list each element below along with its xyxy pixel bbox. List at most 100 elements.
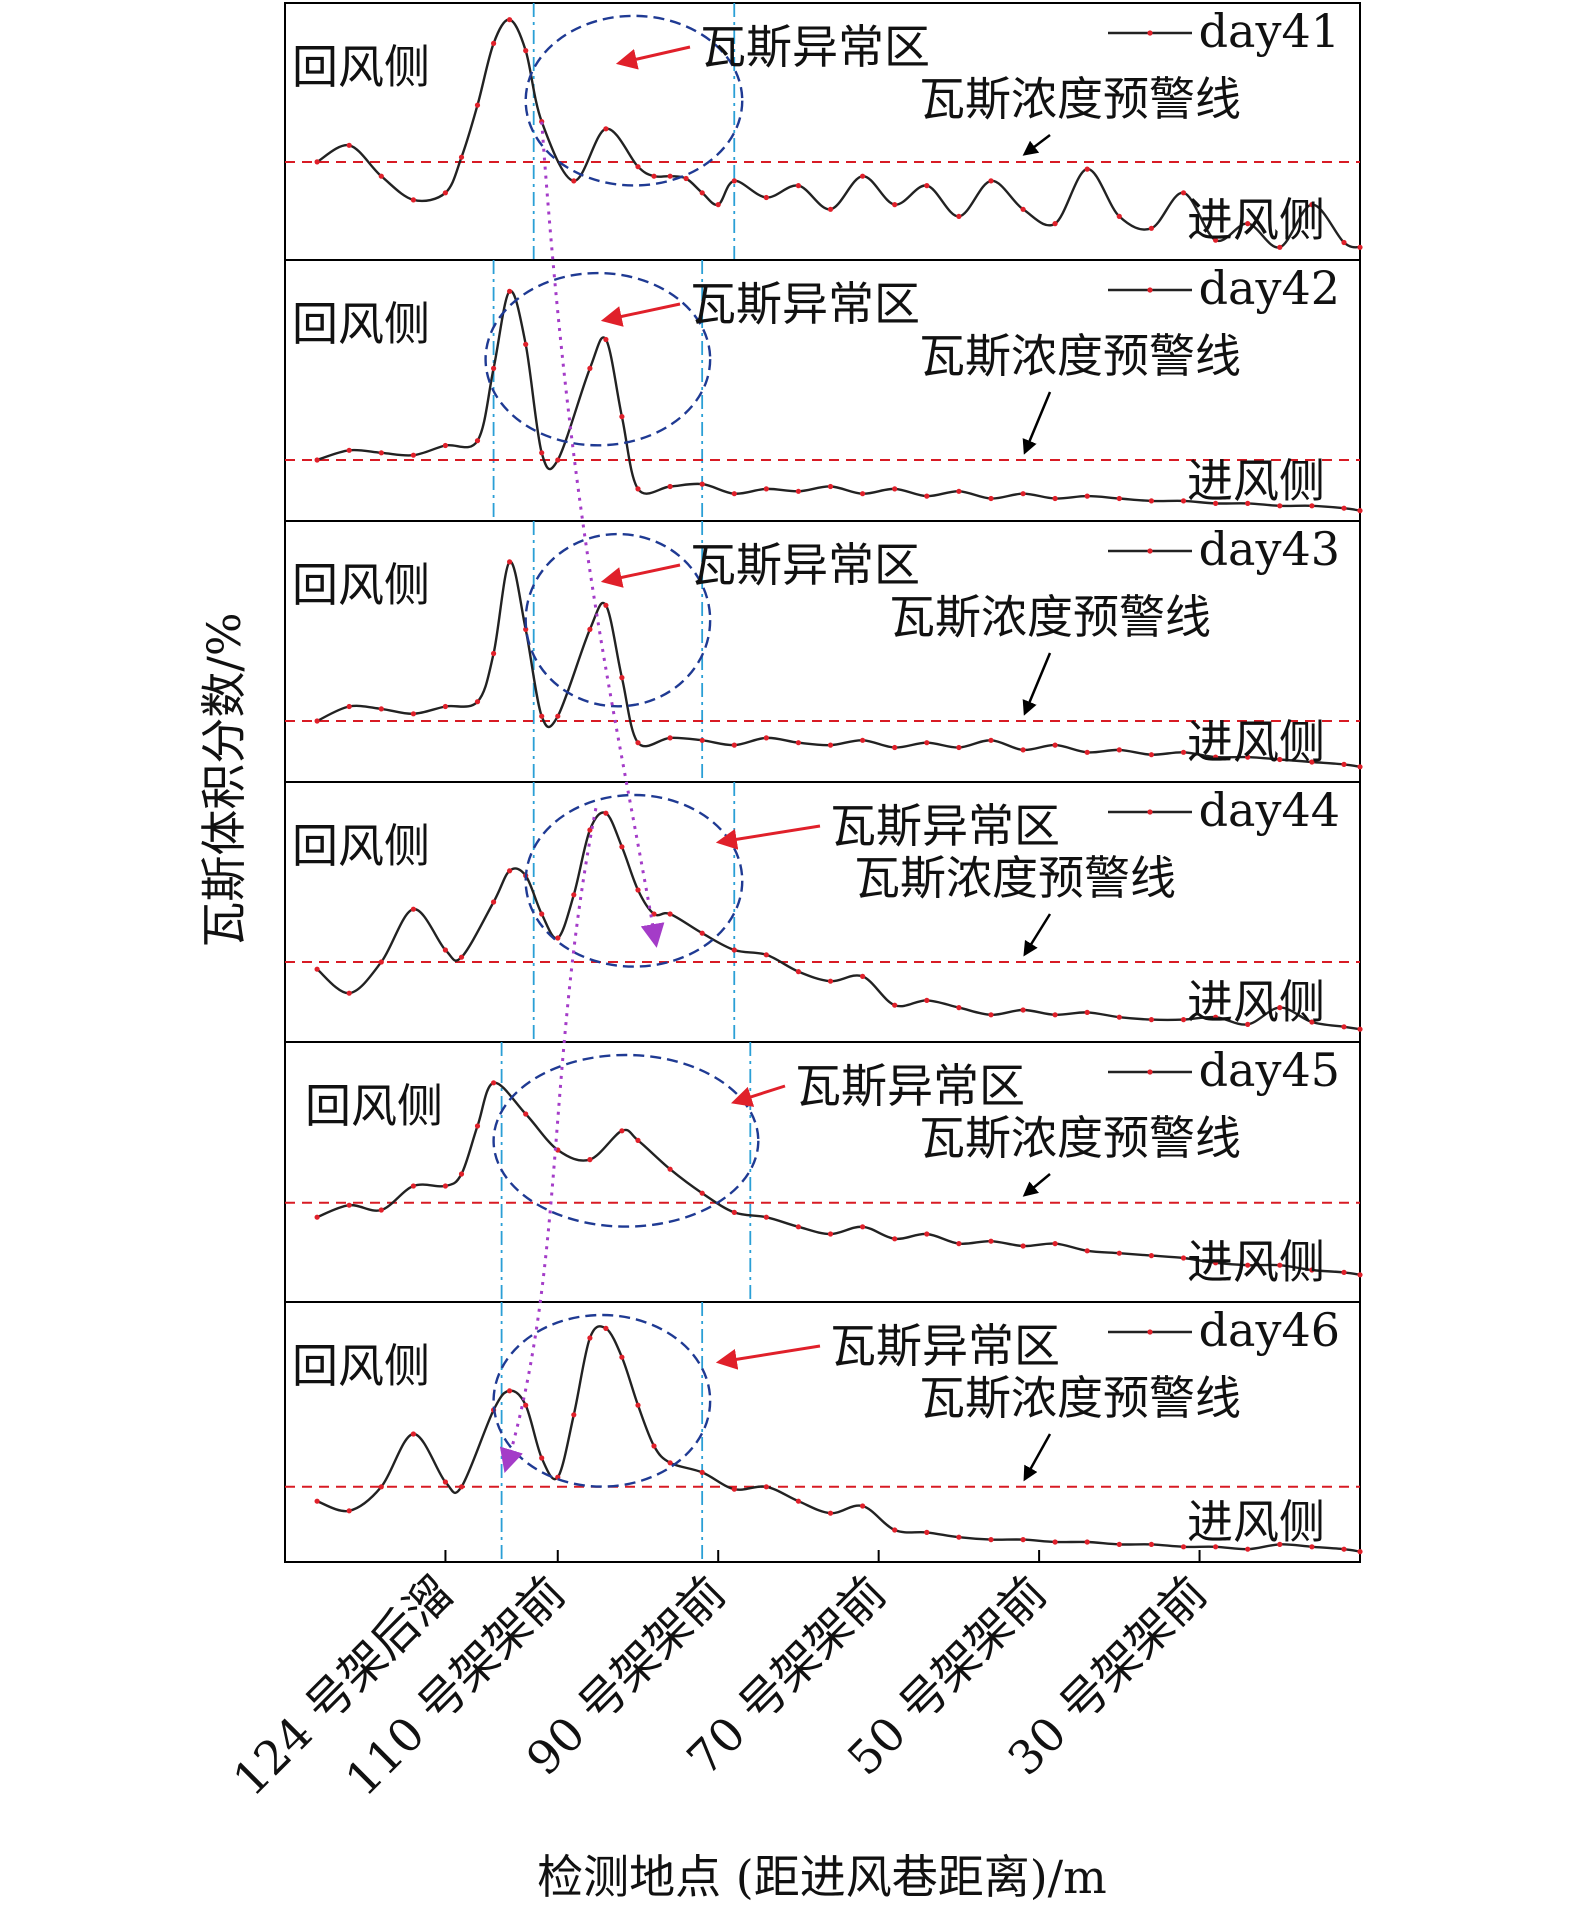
anomaly-zone-label: 瓦斯异常区	[830, 799, 1060, 853]
data-point	[1116, 1014, 1122, 1020]
intake-side-label: 进风侧	[1187, 1495, 1325, 1549]
data-point	[827, 1510, 834, 1516]
data-point	[491, 365, 497, 371]
data-point	[378, 450, 384, 456]
data-point	[860, 491, 866, 497]
data-point	[1309, 1544, 1315, 1550]
data-point	[1213, 754, 1219, 760]
data-point	[491, 650, 497, 657]
y-axis-label: 瓦斯体积分数/%	[197, 612, 251, 947]
data-point	[635, 486, 641, 492]
data-point	[1180, 1017, 1187, 1023]
data-point	[539, 450, 545, 456]
data-point	[378, 706, 384, 712]
data-point	[1245, 1262, 1251, 1268]
data-point	[346, 447, 352, 453]
data-point	[988, 1537, 994, 1543]
data-point	[988, 1238, 994, 1244]
data-point	[378, 959, 384, 965]
data-point	[410, 197, 416, 203]
data-point	[1341, 761, 1347, 768]
data-point	[795, 969, 802, 975]
data-point	[587, 1335, 593, 1341]
data-point	[1277, 503, 1283, 509]
data-point	[507, 288, 513, 294]
data-point	[1341, 505, 1347, 511]
data-point	[827, 978, 834, 984]
data-point	[1116, 213, 1122, 219]
data-point	[699, 930, 705, 936]
anomaly-zone-ellipse	[524, 14, 744, 187]
data-point	[1277, 1262, 1283, 1268]
data-point	[860, 737, 866, 743]
data-point	[603, 1325, 609, 1331]
warning-line-arrow	[1023, 1433, 1052, 1482]
data-point	[956, 488, 962, 494]
data-point	[1357, 244, 1363, 250]
data-point	[1148, 1017, 1154, 1023]
series-line-day46	[316, 1325, 1361, 1553]
data-point	[314, 159, 320, 165]
data-point	[860, 173, 866, 179]
legend-label: day43	[1199, 522, 1340, 576]
data-point	[523, 1111, 529, 1117]
series-line-day41	[316, 18, 1361, 249]
warning-line-label: 瓦斯浓度预警线	[919, 1371, 1241, 1425]
data-point	[1116, 1250, 1122, 1256]
data-point	[1245, 754, 1251, 760]
data-point	[1052, 495, 1058, 502]
data-point	[523, 341, 529, 347]
data-point	[1116, 747, 1122, 753]
data-point	[924, 183, 930, 189]
data-point	[924, 1231, 930, 1237]
data-point	[635, 887, 641, 893]
data-point	[1084, 1009, 1090, 1016]
warning-line-arrow	[1022, 652, 1052, 716]
data-point	[1020, 491, 1026, 497]
data-point	[1084, 1248, 1090, 1254]
data-point	[1148, 1253, 1154, 1259]
data-point	[827, 742, 834, 748]
data-point	[892, 486, 898, 492]
anomaly-zone-arrow	[600, 302, 681, 327]
data-point	[1245, 1021, 1251, 1027]
warning-line-label: 瓦斯浓度预警线	[919, 72, 1241, 126]
data-point	[956, 213, 962, 219]
data-point	[507, 17, 513, 23]
data-point	[1020, 1007, 1026, 1013]
legend-marker	[1147, 30, 1153, 36]
data-point	[795, 1224, 802, 1230]
data-point	[314, 457, 320, 463]
data-point	[539, 713, 545, 719]
data-point	[635, 164, 641, 170]
data-point	[1052, 221, 1058, 227]
migration-arrow-2	[499, 807, 598, 1473]
data-point	[1341, 1024, 1347, 1030]
warning-line-label: 瓦斯浓度预警线	[919, 329, 1241, 383]
data-point	[860, 1224, 866, 1230]
data-point	[1309, 1267, 1315, 1273]
data-point	[571, 178, 577, 184]
data-point	[1180, 749, 1187, 755]
data-point	[555, 935, 561, 941]
data-point	[1052, 1539, 1058, 1545]
data-point	[731, 742, 737, 748]
data-point	[795, 183, 802, 189]
data-point	[539, 1455, 545, 1461]
anomaly-zone-ellipse	[524, 532, 712, 708]
data-point	[956, 744, 962, 751]
data-point	[1277, 756, 1283, 763]
data-point	[458, 1171, 465, 1177]
data-point	[458, 154, 465, 160]
data-point	[555, 457, 561, 463]
data-point	[635, 1402, 641, 1408]
data-point	[523, 1402, 529, 1408]
data-point	[731, 491, 737, 497]
return-side-label: 回风侧	[292, 40, 430, 94]
legend-label: day46	[1199, 1303, 1340, 1357]
data-point	[988, 737, 994, 743]
data-point	[795, 1498, 802, 1504]
